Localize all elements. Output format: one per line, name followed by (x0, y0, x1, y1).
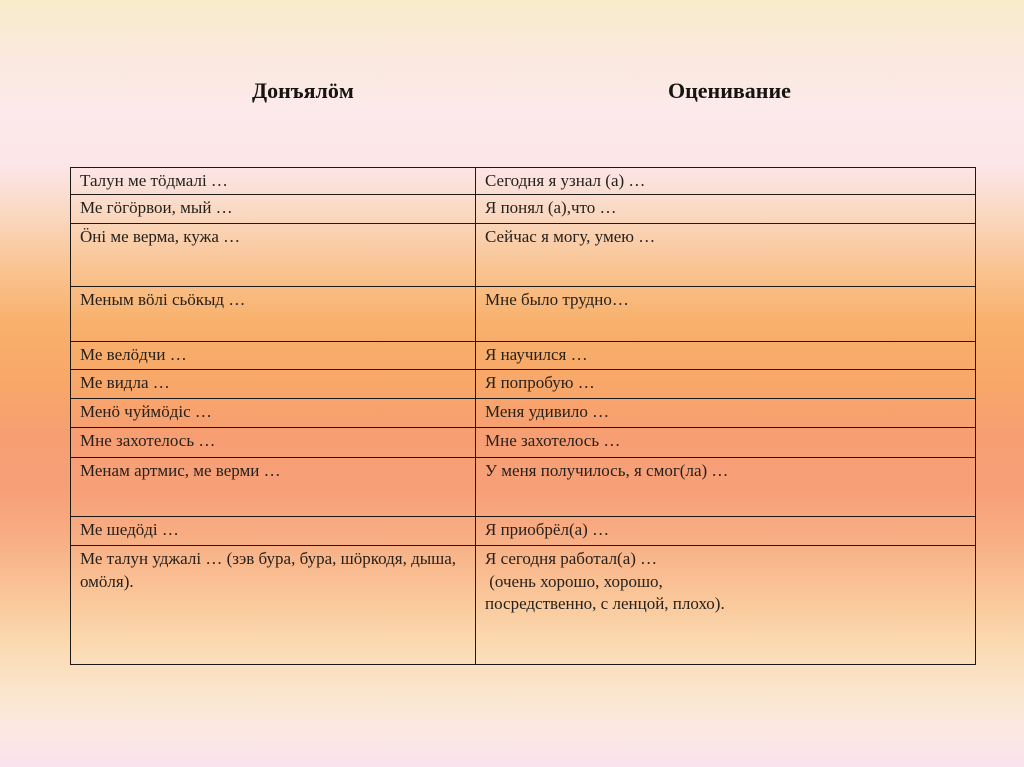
cell-komi: Ме видла … (70, 369, 476, 400)
table-row: Ме талун уджалі … (зэв бура, бура, шöрко… (70, 545, 976, 666)
column-heading-assessment: Оценивание (668, 78, 791, 103)
cell-komi: Талун ме тöдмалі … (70, 166, 476, 196)
table-row: Мне захотелось … Мне захотелось … (70, 427, 976, 459)
cell-komi: Öні ме верма, кужа … (70, 223, 476, 288)
cell-komi: Ме гöгöрвои, мый … (70, 194, 476, 225)
cell-komi: Мне захотелось … (70, 427, 476, 459)
cell-russian: Я сегодня работал(а) … (очень хорошо, хо… (475, 545, 976, 666)
cell-russian: У меня получилось, я смог(ла) … (475, 457, 976, 518)
cell-russian: Я понял (а),что … (475, 194, 976, 225)
table-row: Ме шедöді … Я приобрёл(а) … (70, 516, 976, 547)
cell-russian: Мне было трудно… (475, 286, 976, 343)
cell-komi: Менö чуймöдіс … (70, 398, 476, 429)
column-heading-komi: Донъялöм (252, 78, 354, 103)
cell-komi: Ме талун уджалі … (зэв бура, бура, шöрко… (70, 545, 476, 666)
cell-russian: Я попробую … (475, 369, 976, 400)
cell-russian: Я научился … (475, 341, 976, 371)
cell-russian: Сейчас я могу, умею … (475, 223, 976, 288)
table-row: Менö чуймöдіс … Меня удивило … (70, 398, 976, 429)
cell-russian: Меня удивило … (475, 398, 976, 429)
table-row: Менам артмис, ме верми … У меня получило… (70, 457, 976, 518)
cell-russian: Я приобрёл(а) … (475, 516, 976, 547)
cell-russian: Мне захотелось … (475, 427, 976, 459)
reflection-phrases-table: Талун ме тöдмалі … Сегодня я узнал (а) …… (70, 166, 976, 666)
cell-komi: Меным вöлі сьöкыд … (70, 286, 476, 343)
table-row: Ме гöгöрвои, мый … Я понял (а),что … (70, 194, 976, 225)
cell-komi: Менам артмис, ме верми … (70, 457, 476, 518)
cell-komi: Ме шедöді … (70, 516, 476, 547)
table-row: Ме велöдчи … Я научился … (70, 341, 976, 371)
cell-russian: Сегодня я узнал (а) … (475, 166, 976, 196)
table-row: Меным вöлі сьöкыд … Мне было трудно… (70, 286, 976, 343)
table-row: Öні ме верма, кужа … Сейчас я могу, умею… (70, 223, 976, 288)
table-row: Талун ме тöдмалі … Сегодня я узнал (а) … (70, 166, 976, 196)
table-row: Ме видла … Я попробую … (70, 369, 976, 400)
cell-komi: Ме велöдчи … (70, 341, 476, 371)
